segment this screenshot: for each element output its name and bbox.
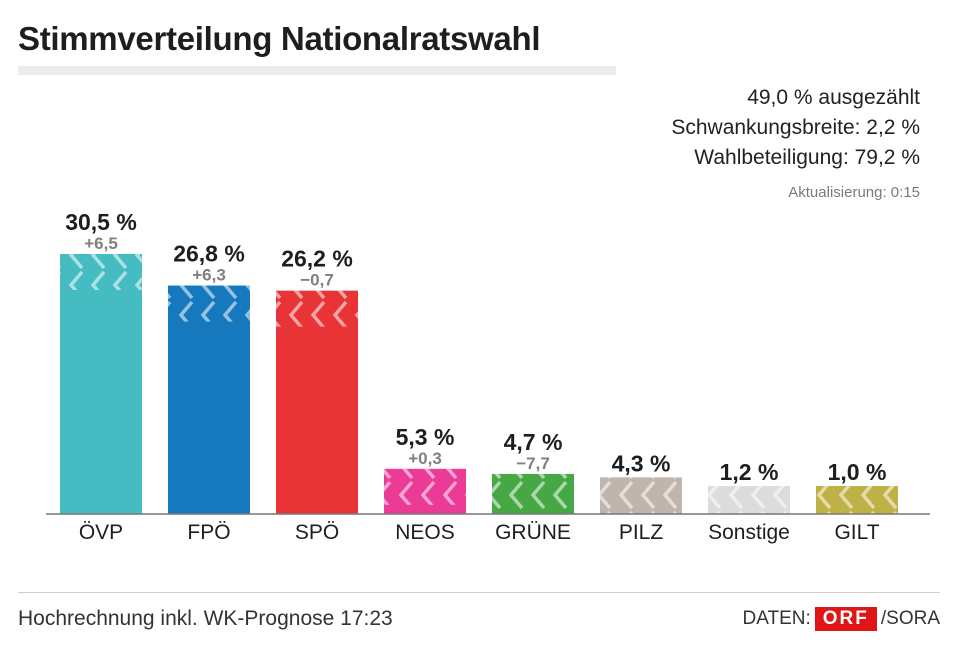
bar-spö bbox=[276, 290, 358, 514]
orf-logo: ORF bbox=[814, 607, 877, 631]
value-label: 26,8 % bbox=[173, 241, 245, 267]
bar-chevron-band bbox=[708, 486, 790, 514]
margin-of-error: Schwankungsbreite: 2,2 % bbox=[671, 116, 920, 139]
bar-chevron-band bbox=[492, 473, 574, 510]
value-label: 4,7 % bbox=[504, 429, 563, 455]
value-label: 1,0 % bbox=[828, 459, 887, 485]
counted-status: 49,0 % ausgezählt bbox=[747, 86, 920, 109]
data-source: DATEN: ORF /SORA bbox=[742, 607, 940, 631]
bar-chevron-band bbox=[600, 477, 682, 514]
source-prefix: DATEN: bbox=[742, 608, 811, 629]
change-label: +6,5 bbox=[84, 234, 118, 253]
bar-övp bbox=[60, 254, 142, 514]
footer-divider bbox=[18, 592, 940, 593]
bar-chevron-band bbox=[384, 468, 466, 505]
title-underline bbox=[18, 66, 616, 75]
bar-chevron-band bbox=[816, 486, 898, 514]
category-label: GILT bbox=[834, 521, 879, 544]
update-time: Aktualisierung: 0:15 bbox=[788, 184, 920, 201]
bar-chevron-band bbox=[168, 285, 250, 322]
category-label: GRÜNE bbox=[495, 521, 571, 544]
change-label: +6,3 bbox=[192, 266, 226, 285]
value-label: 1,2 % bbox=[720, 459, 779, 485]
value-label: 4,3 % bbox=[612, 450, 671, 476]
category-label: ÖVP bbox=[79, 521, 123, 544]
category-label: FPÖ bbox=[187, 521, 230, 544]
page-title: Stimmverteilung Nationalratswahl bbox=[18, 20, 541, 57]
change-label: −0,7 bbox=[300, 271, 334, 290]
category-label: SPÖ bbox=[295, 521, 339, 544]
value-label: 5,3 % bbox=[396, 424, 455, 450]
change-label: −7,7 bbox=[516, 454, 550, 473]
value-label: 26,2 % bbox=[281, 246, 353, 272]
change-label: +0,3 bbox=[408, 449, 442, 468]
category-label: NEOS bbox=[395, 521, 455, 544]
source-suffix: /SORA bbox=[880, 608, 940, 629]
category-label: PILZ bbox=[619, 521, 664, 544]
bar-chevron-band bbox=[60, 254, 142, 290]
bar-fpö bbox=[168, 285, 250, 514]
voter-turnout: Wahlbeteiligung: 79,2 % bbox=[694, 146, 920, 169]
bar-chevron-band bbox=[276, 290, 358, 327]
value-label: 30,5 % bbox=[65, 209, 137, 235]
vote-share-bar-chart: 30,5 %+6,5 ÖVP 26,8 %+6,3 FPÖ 26,2 %−0,7 SPÖ 5… bbox=[46, 209, 930, 544]
category-label: Sonstige bbox=[708, 521, 790, 544]
projection-note: Hochrechnung inkl. WK-Prognose 17:23 bbox=[18, 607, 393, 630]
